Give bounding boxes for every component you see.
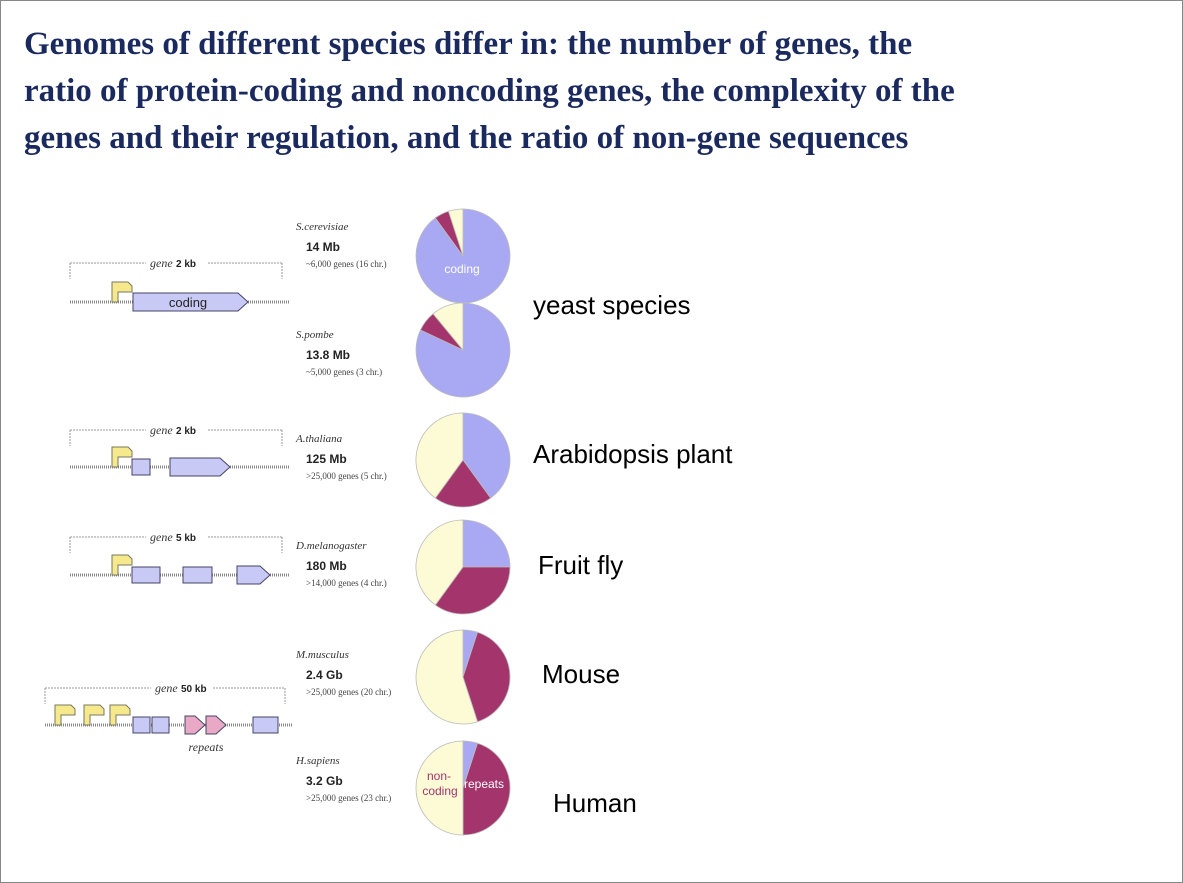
pie-slice	[415, 740, 464, 836]
pie-slice	[434, 459, 492, 508]
genome-size: 125 Mb	[306, 452, 347, 466]
pie-slice	[415, 412, 464, 499]
exon	[182, 566, 213, 584]
gene-count: ~5,000 genes (3 chr.)	[306, 367, 382, 377]
label-bg	[151, 680, 213, 694]
label-bg	[146, 529, 208, 543]
pie-label: repeats	[464, 777, 504, 791]
repeat-label: repeats	[189, 740, 224, 754]
gene-count: >14,000 genes (4 chr.)	[306, 578, 387, 588]
gene-label: gene	[150, 423, 173, 437]
gene-label: gene	[150, 256, 173, 270]
pie-label: coding	[422, 784, 457, 798]
species-name: A.thaliana	[295, 433, 343, 445]
promoter-flag	[83, 704, 105, 726]
genome-size: 14 Mb	[306, 240, 340, 254]
exon-label: coding	[169, 295, 207, 310]
promoter-flag	[109, 704, 131, 726]
pie-slice	[432, 302, 464, 352]
genome-size: 3.2 Gb	[306, 774, 343, 788]
species-name: S.cerevisiae	[296, 221, 349, 233]
group-label: Fruit fly	[538, 550, 623, 580]
gene-count: >25,000 genes (23 chr.)	[306, 793, 391, 803]
group-label: Mouse	[542, 659, 620, 689]
group-label: yeast species	[533, 290, 691, 320]
promoter-flag	[111, 554, 133, 576]
pie-slice	[434, 566, 511, 615]
exon-arrow	[169, 457, 231, 477]
gene-count: ~6,000 genes (16 chr.)	[306, 259, 387, 269]
species-name: H.sapiens	[295, 755, 340, 767]
pie-slice	[447, 208, 464, 257]
gene-label: gene	[155, 681, 178, 695]
title-line: ratio of protein-coding and noncoding ge…	[24, 73, 955, 109]
label-bg	[146, 255, 208, 269]
gene-length: 50 kb	[181, 684, 207, 695]
exon	[131, 458, 151, 476]
group-label: Human	[553, 788, 637, 818]
exon	[151, 716, 170, 734]
exon-arrow	[236, 565, 271, 585]
genome-size: 13.8 Mb	[306, 348, 350, 362]
group-label: Arabidopsis plant	[533, 439, 733, 469]
exon-arrow	[132, 292, 249, 312]
species-name: D.melanogaster	[295, 540, 367, 552]
pie-slice	[462, 412, 511, 499]
label-bg	[146, 422, 208, 436]
promoter-flag	[54, 704, 76, 726]
pie-label: non-	[427, 769, 451, 783]
gene-count: >25,000 genes (5 chr.)	[306, 471, 387, 481]
gene-label: gene	[150, 530, 173, 544]
pie-slice	[462, 519, 511, 568]
pie-slice	[462, 631, 511, 723]
genome-size: 2.4 Gb	[306, 668, 343, 682]
pie-slice	[462, 742, 511, 836]
promoter-flag	[111, 281, 133, 303]
pie-slice	[415, 629, 479, 725]
exon	[132, 716, 151, 734]
species-name: M.musculus	[295, 649, 349, 661]
exon	[252, 716, 279, 734]
species-name: S.pombe	[296, 329, 334, 341]
pie-slice	[415, 519, 464, 606]
promoter-flag	[111, 446, 133, 468]
exon	[131, 566, 161, 584]
title-line: Genomes of different species differ in: …	[24, 26, 912, 62]
exon-arrow	[184, 715, 206, 735]
genome-size: 180 Mb	[306, 559, 347, 573]
gene-length: 2 kb	[176, 259, 196, 270]
gene-length: 5 kb	[176, 533, 196, 544]
exon-arrow	[205, 715, 227, 735]
gene-count: >25,000 genes (20 chr.)	[306, 687, 391, 697]
gene-length: 2 kb	[176, 426, 196, 437]
title-line: genes and their regulation, and the rati…	[24, 120, 908, 156]
pie-label: coding	[444, 262, 479, 276]
